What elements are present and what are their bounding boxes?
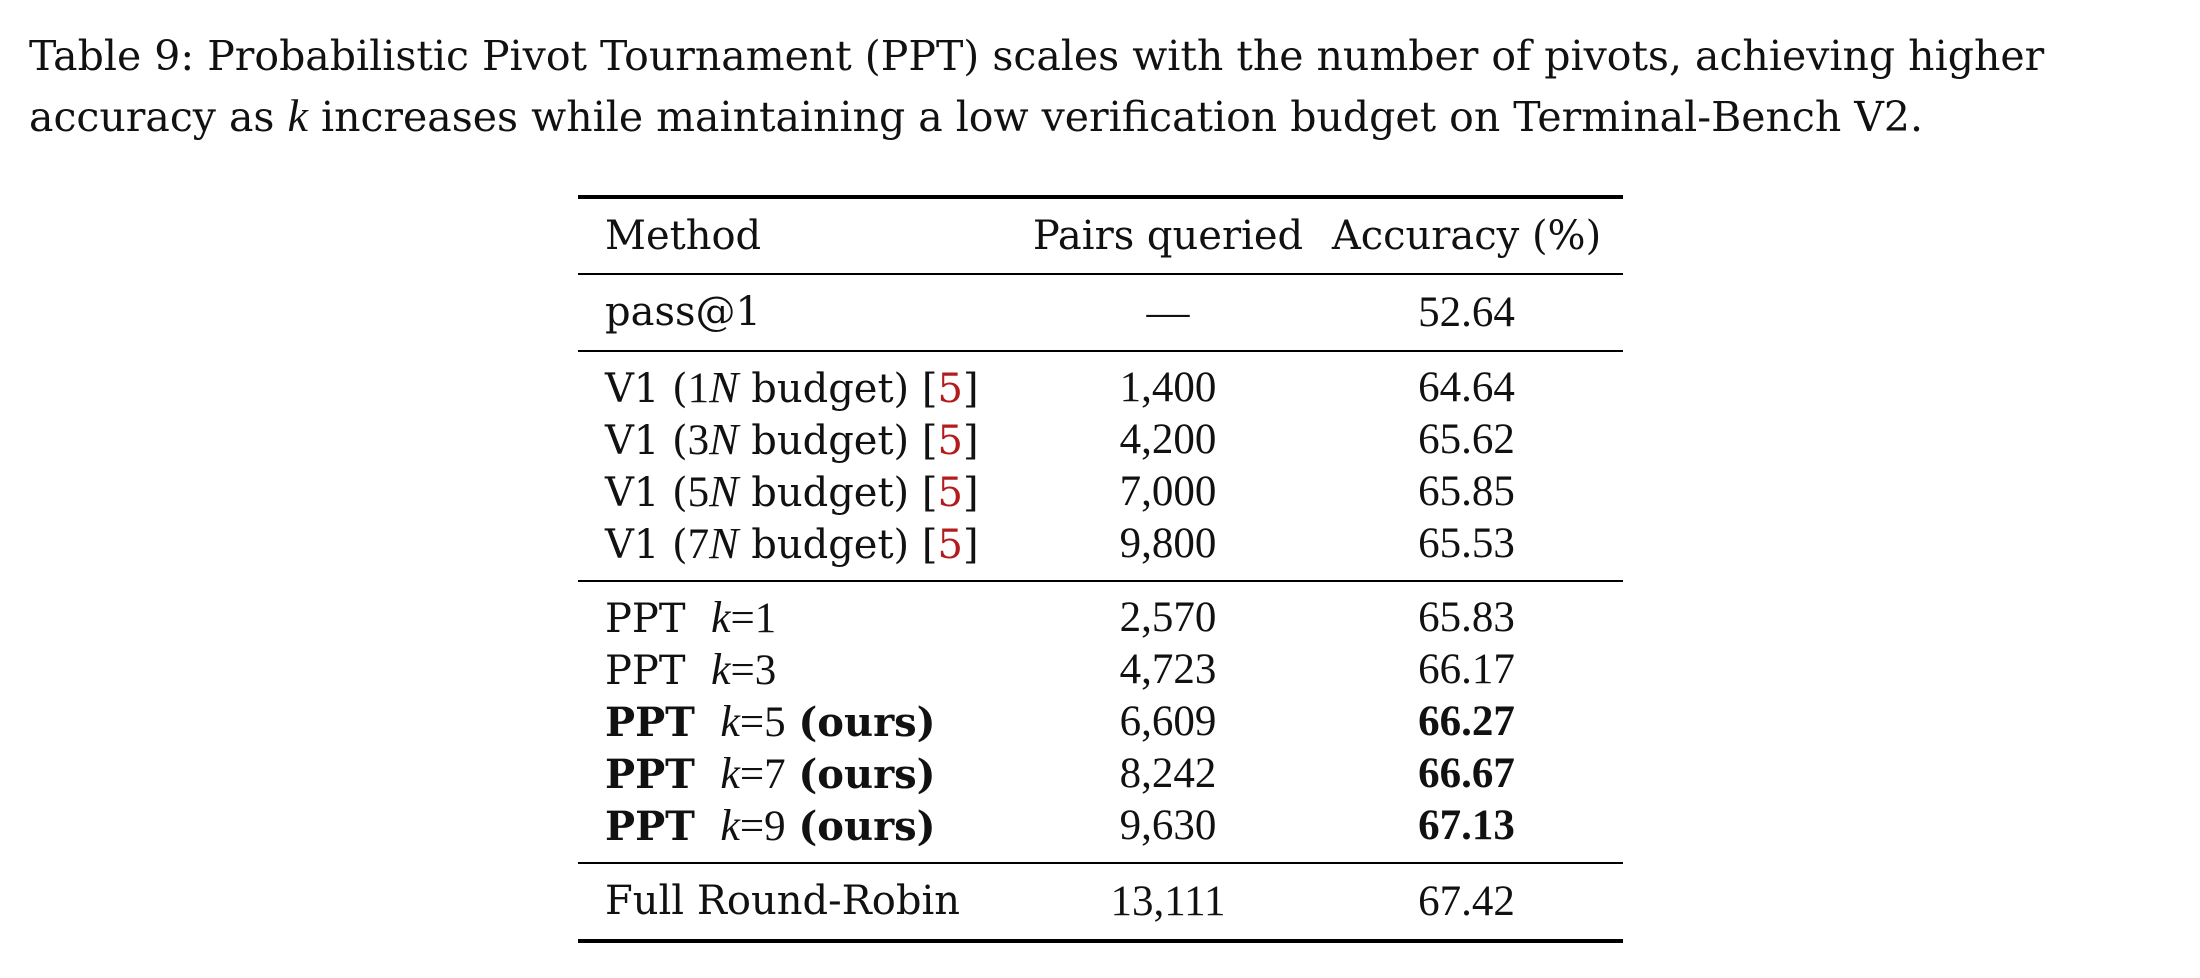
table-caption: Table 9: Probabilistic Pivot Tournament … <box>29 26 2189 147</box>
table-row: V1 (3N budget) [5] 4,200 65.62 <box>578 414 1623 466</box>
table-row: V1 (7N budget) [5] 9,800 65.53 <box>578 518 1623 570</box>
v1-method: V1 (1N budget) [5] <box>605 363 979 412</box>
v1-accuracy: 65.62 <box>1418 416 1515 463</box>
v1-pairs: 4,200 <box>1119 416 1217 463</box>
table-header-row: Method Pairs queried Accuracy (%) <box>578 199 1623 273</box>
ppt-accuracy: 66.67 <box>1418 750 1515 797</box>
group-rule-3 <box>578 862 1623 864</box>
ppt-pairs: 6,609 <box>1119 698 1217 745</box>
ppt-pairs: 8,242 <box>1119 750 1217 797</box>
full-accuracy: 67.42 <box>1418 878 1515 925</box>
ppt-group: PPT k=1 2,570 65.83 PPT k=3 4,723 66.17 … <box>578 582 1623 862</box>
ppt-method: PPT k=7 (ours) <box>605 749 936 798</box>
full-method: Full Round-Robin <box>605 878 961 924</box>
ppt-pairs: 2,570 <box>1119 594 1217 641</box>
baseline-method: pass@1 <box>605 289 761 335</box>
ppt-accuracy: 67.13 <box>1418 802 1515 849</box>
v1-pairs: 9,800 <box>1119 520 1217 567</box>
bottom-rule <box>578 939 1623 943</box>
top-rule <box>578 195 1623 199</box>
group-rule-1 <box>578 350 1623 352</box>
group-rule-2 <box>578 580 1623 582</box>
header-method: Method <box>605 213 762 259</box>
ours-label: (ours) <box>798 751 936 798</box>
table-row-baseline: pass@1 — 52.64 <box>578 275 1623 350</box>
v1-accuracy: 65.53 <box>1418 520 1515 567</box>
baseline-accuracy: 52.64 <box>1418 289 1515 336</box>
ppt-accuracy: 66.17 <box>1418 646 1515 693</box>
caption-text-1: Table 9: Probabilistic Pivot Tournament … <box>29 32 2045 141</box>
ours-label: (ours) <box>798 699 936 746</box>
citation-link[interactable]: 5 <box>937 366 963 412</box>
header-accuracy: Accuracy (%) <box>1331 213 1602 259</box>
header-rule <box>578 273 1623 275</box>
table-row: V1 (5N budget) [5] 7,000 65.85 <box>578 466 1623 518</box>
ppt-accuracy: 65.83 <box>1418 594 1515 641</box>
ppt-method: PPT k=3 <box>605 645 777 694</box>
v1-pairs: 7,000 <box>1119 468 1217 515</box>
caption-text-2: increases while maintaining a low verifi… <box>307 93 1924 141</box>
ppt-method: PPT k=1 <box>605 593 777 642</box>
ppt-pairs: 4,723 <box>1119 646 1217 693</box>
ppt-pairs: 9,630 <box>1119 802 1217 849</box>
v1-group: V1 (1N budget) [5] 1,400 64.64 V1 (3N bu… <box>578 352 1623 580</box>
v1-method: V1 (5N budget) [5] <box>605 467 979 516</box>
citation-link[interactable]: 5 <box>937 470 963 516</box>
baseline-pairs: — <box>1146 289 1190 336</box>
table-row: PPT k=1 2,570 65.83 <box>578 592 1623 644</box>
header-pairs: Pairs queried <box>1032 213 1304 259</box>
table-row: PPT k=5 (ours) 6,609 66.27 <box>578 696 1623 748</box>
ppt-method: PPT k=9 (ours) <box>605 801 936 850</box>
v1-accuracy: 65.85 <box>1418 468 1515 515</box>
v1-method: V1 (3N budget) [5] <box>605 415 979 464</box>
caption-var-k: k <box>287 90 308 141</box>
table-row: PPT k=7 (ours) 8,242 66.67 <box>578 748 1623 800</box>
v1-method: V1 (7N budget) [5] <box>605 519 979 568</box>
citation-link[interactable]: 5 <box>937 418 963 464</box>
table-row-full: Full Round-Robin 13,111 67.42 <box>578 864 1623 939</box>
ppt-accuracy: 66.27 <box>1418 698 1515 745</box>
v1-pairs: 1,400 <box>1119 364 1217 411</box>
full-pairs: 13,111 <box>1110 878 1226 925</box>
table-row: V1 (1N budget) [5] 1,400 64.64 <box>578 362 1623 414</box>
table-row: PPT k=9 (ours) 9,630 67.13 <box>578 800 1623 852</box>
results-table: Method Pairs queried Accuracy (%) pass@1… <box>578 195 1623 943</box>
ours-label: (ours) <box>798 803 936 850</box>
table-row: PPT k=3 4,723 66.17 <box>578 644 1623 696</box>
ppt-method: PPT k=5 (ours) <box>605 697 936 746</box>
citation-link[interactable]: 5 <box>937 522 963 568</box>
v1-accuracy: 64.64 <box>1418 364 1515 411</box>
